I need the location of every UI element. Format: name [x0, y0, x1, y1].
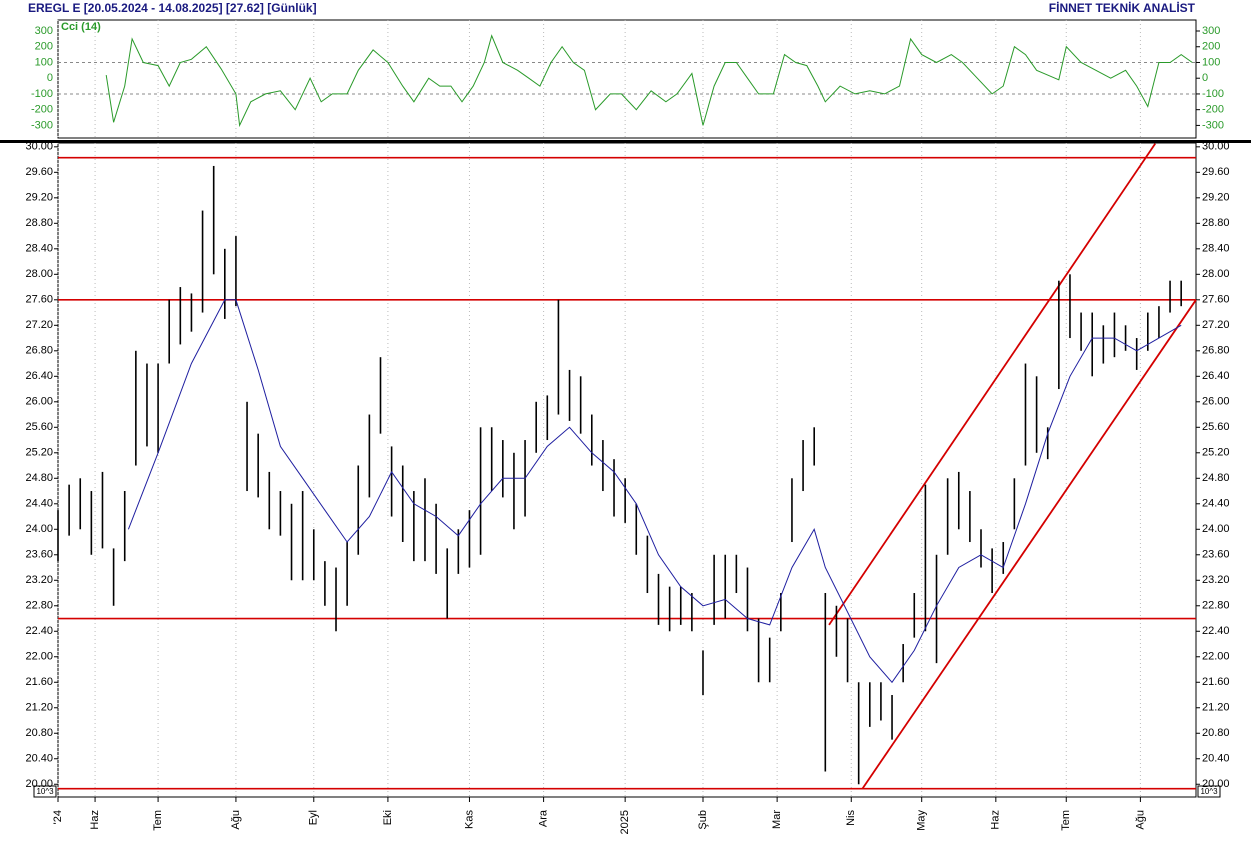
y-tick-label: 28.00	[1202, 268, 1230, 280]
x-tick-label: Haz	[990, 810, 1002, 830]
y-tick-label: 21.20	[25, 702, 53, 714]
indicator-tick-label: 200	[35, 41, 53, 53]
x-tick-label: Tem	[1060, 810, 1072, 831]
y-tick-label: 29.60	[25, 166, 53, 178]
y-tick-label: 24.00	[25, 523, 53, 535]
y-tick-label: 22.40	[1202, 625, 1230, 637]
indicator-tick-label: 200	[1202, 41, 1220, 53]
y-tick-label: 20.80	[25, 727, 53, 739]
y-tick-label: 24.80	[1202, 472, 1230, 484]
indicator-tick-label: 0	[47, 72, 53, 84]
y-tick-label: 24.00	[1202, 523, 1230, 535]
y-tick-label: 27.20	[1202, 319, 1230, 331]
indicator-tick-label: -200	[1202, 104, 1224, 116]
y-tick-label: 25.20	[1202, 447, 1230, 459]
x-tick-label: 2025	[619, 810, 631, 834]
y-tick-label: 27.20	[25, 319, 53, 331]
chart-title: EREGL E [20.05.2024 - 14.08.2025] [27.62…	[28, 1, 317, 15]
x-tick-label: Eyl	[308, 810, 320, 825]
y-tick-label: 20.40	[1202, 753, 1230, 765]
y-tick-label: 27.60	[1202, 294, 1230, 306]
indicator-tick-label: 0	[1202, 72, 1208, 84]
scale-label: 10^3	[36, 787, 54, 796]
indicator-line	[105, 34, 1193, 128]
y-tick-label: 29.20	[25, 192, 53, 204]
x-tick-label: Ağu	[230, 810, 242, 830]
y-tick-label: 21.20	[1202, 702, 1230, 714]
y-tick-label: 26.00	[1202, 396, 1230, 408]
x-tick-label: Şub	[697, 810, 709, 830]
y-tick-label: 29.60	[1202, 166, 1230, 178]
y-tick-label: 23.60	[1202, 549, 1230, 561]
y-tick-label: 26.00	[25, 396, 53, 408]
y-tick-label: 30.00	[25, 141, 53, 153]
channel-line	[828, 143, 1156, 626]
x-tick-label: Mar	[771, 810, 783, 829]
y-tick-label: 29.20	[1202, 192, 1230, 204]
x-tick-label: Kas	[463, 810, 475, 829]
indicator-tick-label: 300	[35, 25, 53, 37]
indicator-tick-label: -100	[1202, 88, 1224, 100]
y-tick-label: 28.00	[25, 268, 53, 280]
x-tick-label: May	[916, 810, 928, 831]
indicator-tick-label: -200	[31, 104, 53, 116]
x-tick-label: Haz	[89, 810, 101, 830]
y-tick-label: 28.80	[1202, 217, 1230, 229]
indicator-tick-label: -300	[1202, 119, 1224, 131]
y-tick-label: 26.40	[1202, 370, 1230, 382]
y-tick-label: 30.00	[1202, 141, 1230, 153]
indicator-tick-label: -300	[31, 119, 53, 131]
y-tick-label: 26.80	[25, 345, 53, 357]
y-tick-label: 22.80	[25, 600, 53, 612]
y-tick-label: 22.00	[25, 651, 53, 663]
x-tick-label: Ağu	[1134, 810, 1146, 830]
x-tick-label: Nis	[845, 810, 857, 826]
y-tick-label: 25.60	[1202, 421, 1230, 433]
y-tick-label: 21.60	[1202, 676, 1230, 688]
indicator-tick-label: 300	[1202, 25, 1220, 37]
scale-label: 10^3	[1200, 787, 1218, 796]
indicator-tick-label: 100	[1202, 56, 1220, 68]
y-tick-label: 20.80	[1202, 727, 1230, 739]
y-tick-label: 25.60	[25, 421, 53, 433]
y-tick-label: 24.80	[25, 472, 53, 484]
scale-box	[1197, 785, 1221, 798]
y-tick-label: 28.80	[25, 217, 53, 229]
y-tick-label: 26.80	[1202, 345, 1230, 357]
panel-separator	[0, 140, 1251, 143]
y-tick-label: 24.40	[25, 498, 53, 510]
y-tick-label: 22.00	[1202, 651, 1230, 663]
y-tick-label: 28.40	[1202, 243, 1230, 255]
y-tick-label: 24.40	[1202, 498, 1230, 510]
x-tick-label: Eki	[382, 810, 394, 825]
indicator-tick-label: 100	[35, 56, 53, 68]
y-tick-label: 25.20	[25, 447, 53, 459]
y-tick-label: 20.40	[25, 753, 53, 765]
x-tick-label: '24	[52, 810, 64, 824]
moving-average	[127, 299, 1182, 684]
scale-box	[33, 785, 57, 798]
y-tick-label: 27.60	[25, 294, 53, 306]
y-tick-label: 26.40	[25, 370, 53, 382]
x-tick-label: Ara	[538, 809, 550, 827]
indicator-tick-label: -100	[31, 88, 53, 100]
publisher: FİNNET TEKNİK ANALİST	[1049, 0, 1196, 15]
y-tick-label: 23.60	[25, 549, 53, 561]
price-frame	[57, 142, 1197, 798]
y-tick-label: 23.20	[1202, 574, 1230, 586]
y-tick-label: 22.40	[25, 625, 53, 637]
indicator-name: Cci (14)	[61, 21, 101, 33]
y-tick-label: 28.40	[25, 243, 53, 255]
x-tick-label: Tem	[152, 810, 164, 831]
y-tick-label: 20.00	[25, 778, 53, 790]
y-tick-label: 23.20	[25, 574, 53, 586]
y-tick-label: 20.00	[1202, 778, 1230, 790]
y-tick-label: 22.80	[1202, 600, 1230, 612]
channel-line	[861, 299, 1197, 790]
indicator-frame	[57, 19, 1197, 139]
y-tick-label: 21.60	[25, 676, 53, 688]
